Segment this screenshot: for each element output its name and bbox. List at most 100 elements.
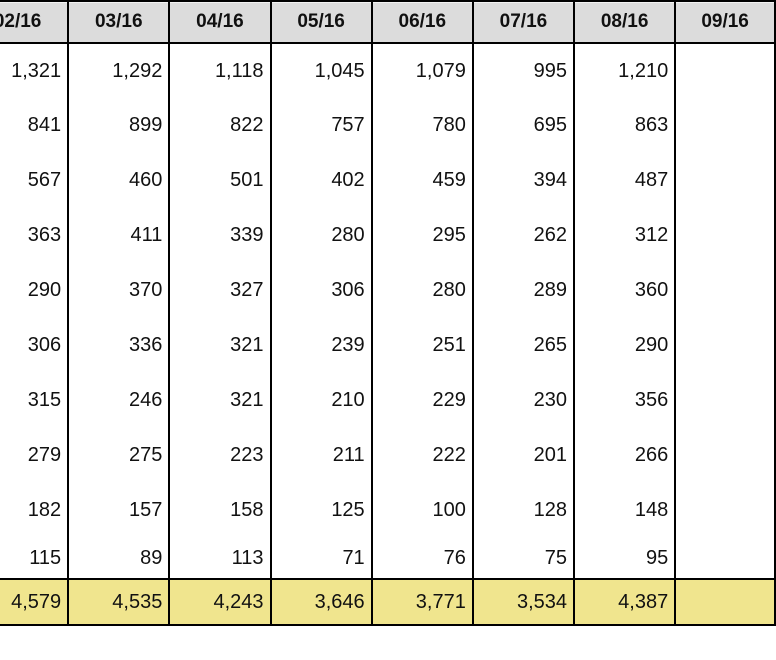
table-cell[interactable]: 1,210: [573, 43, 677, 98]
table-cell[interactable]: 76: [370, 538, 474, 579]
table-cell[interactable]: 757: [269, 98, 373, 153]
table-row: 363 411 339 280 295 262 312: [0, 208, 776, 263]
table-cell[interactable]: 279: [0, 428, 70, 483]
table-cell[interactable]: [674, 483, 776, 538]
table-cell[interactable]: 321: [168, 318, 272, 373]
total-cell[interactable]: 3,534: [471, 578, 576, 626]
table-cell[interactable]: 265: [471, 318, 576, 373]
table-cell[interactable]: 394: [471, 153, 576, 208]
header-row: 02/16 03/16 04/16 05/16 06/16 07/16 08/1…: [0, 0, 776, 44]
total-cell[interactable]: 3,646: [269, 578, 373, 626]
table-cell[interactable]: 459: [370, 153, 474, 208]
table-cell[interactable]: 262: [471, 208, 576, 263]
table-cell[interactable]: 239: [269, 318, 373, 373]
table-cell[interactable]: 312: [573, 208, 677, 263]
table-cell[interactable]: 251: [370, 318, 474, 373]
table-cell[interactable]: [674, 538, 776, 579]
spreadsheet-region: 02/16 03/16 04/16 05/16 06/16 07/16 08/1…: [0, 0, 776, 626]
table-cell[interactable]: 370: [67, 263, 171, 318]
table-cell[interactable]: 89: [67, 538, 171, 579]
table-cell[interactable]: 841: [0, 98, 70, 153]
table-cell[interactable]: 201: [471, 428, 576, 483]
table-cell[interactable]: 182: [0, 483, 70, 538]
table-cell[interactable]: 327: [168, 263, 272, 318]
table-cell[interactable]: 230: [471, 373, 576, 428]
table-cell[interactable]: 356: [573, 373, 677, 428]
table-cell[interactable]: 222: [370, 428, 474, 483]
table-cell[interactable]: 289: [471, 263, 576, 318]
total-cell[interactable]: 3,771: [370, 578, 474, 626]
table-cell[interactable]: 695: [471, 98, 576, 153]
table-cell[interactable]: 1,079: [370, 43, 474, 98]
table-cell[interactable]: 995: [471, 43, 576, 98]
table-cell[interactable]: 899: [67, 98, 171, 153]
column-header-05-16[interactable]: 05/16: [269, 0, 373, 44]
table-cell[interactable]: [674, 263, 776, 318]
table-cell[interactable]: 1,045: [269, 43, 373, 98]
table-cell[interactable]: 223: [168, 428, 272, 483]
table-cell[interactable]: 295: [370, 208, 474, 263]
table-cell[interactable]: 402: [269, 153, 373, 208]
table-cell[interactable]: [674, 373, 776, 428]
total-cell[interactable]: [674, 578, 776, 626]
table-cell[interactable]: 148: [573, 483, 677, 538]
table-cell[interactable]: 363: [0, 208, 70, 263]
table-row: 182 157 158 125 100 128 148: [0, 483, 776, 538]
table-cell[interactable]: 266: [573, 428, 677, 483]
table-cell[interactable]: 321: [168, 373, 272, 428]
column-header-08-16[interactable]: 08/16: [573, 0, 677, 44]
table-cell[interactable]: 113: [168, 538, 272, 579]
total-cell[interactable]: 4,243: [168, 578, 272, 626]
table-cell[interactable]: 229: [370, 373, 474, 428]
table-cell[interactable]: 360: [573, 263, 677, 318]
table-cell[interactable]: 115: [0, 538, 70, 579]
table-cell[interactable]: 460: [67, 153, 171, 208]
table-cell[interactable]: [674, 43, 776, 98]
table-cell[interactable]: 75: [471, 538, 576, 579]
column-header-02-16[interactable]: 02/16: [0, 0, 70, 44]
table-cell[interactable]: [674, 153, 776, 208]
table-cell[interactable]: 100: [370, 483, 474, 538]
table-cell[interactable]: [674, 98, 776, 153]
table-cell[interactable]: 822: [168, 98, 272, 153]
table-cell[interactable]: 306: [269, 263, 373, 318]
column-header-09-16[interactable]: 09/16: [674, 0, 776, 44]
table-cell[interactable]: 863: [573, 98, 677, 153]
table-cell[interactable]: 290: [573, 318, 677, 373]
table-cell[interactable]: 157: [67, 483, 171, 538]
table-cell[interactable]: 95: [573, 538, 677, 579]
table-cell[interactable]: 125: [269, 483, 373, 538]
table-cell[interactable]: 315: [0, 373, 70, 428]
table-cell[interactable]: 280: [370, 263, 474, 318]
table-cell[interactable]: 1,292: [67, 43, 171, 98]
table-cell[interactable]: 487: [573, 153, 677, 208]
table-cell[interactable]: 158: [168, 483, 272, 538]
table-cell[interactable]: 210: [269, 373, 373, 428]
table-cell[interactable]: 567: [0, 153, 70, 208]
table-cell[interactable]: 275: [67, 428, 171, 483]
table-cell[interactable]: 780: [370, 98, 474, 153]
table-cell[interactable]: 246: [67, 373, 171, 428]
total-cell[interactable]: 4,535: [67, 578, 171, 626]
table-cell[interactable]: 1,118: [168, 43, 272, 98]
table-cell[interactable]: 211: [269, 428, 373, 483]
table-cell[interactable]: 290: [0, 263, 70, 318]
table-cell[interactable]: 339: [168, 208, 272, 263]
table-cell[interactable]: [674, 208, 776, 263]
table-cell[interactable]: 336: [67, 318, 171, 373]
table-cell[interactable]: [674, 428, 776, 483]
column-header-06-16[interactable]: 06/16: [370, 0, 474, 44]
table-cell[interactable]: [674, 318, 776, 373]
column-header-07-16[interactable]: 07/16: [471, 0, 576, 44]
table-cell[interactable]: 128: [471, 483, 576, 538]
column-header-03-16[interactable]: 03/16: [67, 0, 171, 44]
table-cell[interactable]: 1,321: [0, 43, 70, 98]
table-cell[interactable]: 411: [67, 208, 171, 263]
table-cell[interactable]: 71: [269, 538, 373, 579]
table-cell[interactable]: 280: [269, 208, 373, 263]
table-cell[interactable]: 501: [168, 153, 272, 208]
column-header-04-16[interactable]: 04/16: [168, 0, 272, 44]
total-cell[interactable]: 4,579: [0, 578, 70, 626]
total-cell[interactable]: 4,387: [573, 578, 677, 626]
table-cell[interactable]: 306: [0, 318, 70, 373]
